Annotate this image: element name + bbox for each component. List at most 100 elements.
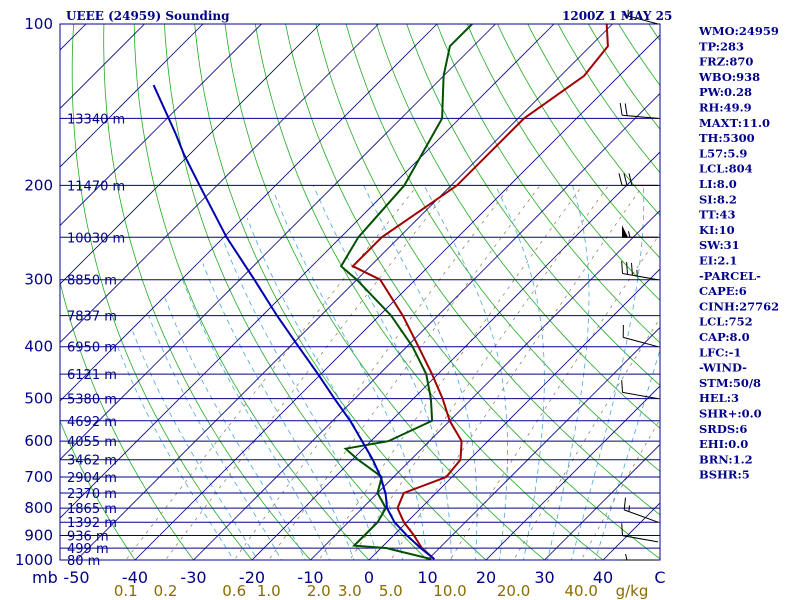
wind-barb [622, 324, 659, 348]
wind-barb-feather [621, 380, 623, 393]
pressure-label: 300 [24, 271, 53, 289]
plot-frame [59, 23, 661, 561]
index-line: LFC:-1 [699, 345, 741, 359]
wind-barb [623, 9, 659, 25]
pressure-label: 900 [24, 527, 53, 545]
mixing-ratio-line [125, 185, 418, 560]
dry-adiabat [436, 24, 660, 344]
height-label: 2370 m [67, 487, 117, 502]
mixing-ratio-tick: 0.2 [154, 582, 178, 600]
parcel-trace [152, 84, 435, 560]
temperature-tick: -10 [297, 568, 323, 587]
moist-adiabat [363, 185, 478, 560]
index-line: EI:2.1 [699, 254, 737, 268]
wind-barb-shaft [623, 336, 659, 348]
wind-barb [619, 102, 659, 119]
wind-barb-flag [622, 225, 628, 238]
index-line: TH:5300 [699, 131, 755, 145]
index-line: KI:10 [699, 223, 735, 237]
pressure-label: 800 [24, 499, 53, 517]
temperature-tick: -30 [180, 568, 206, 587]
height-label: 4055 m [67, 435, 117, 450]
height-label: 6950 m [67, 341, 117, 356]
isotherm [543, 443, 660, 560]
height-label: 499 m [67, 542, 109, 557]
pressure-unit-label: mb [32, 568, 58, 587]
dry-adiabat [376, 24, 660, 429]
index-line: RH:49.9 [699, 101, 752, 115]
wind-barbs [618, 9, 659, 561]
moist-adiabat [495, 185, 545, 560]
mixing-ratio-line [349, 185, 609, 560]
wind-barb-shaft [622, 114, 659, 119]
moist-adiabat [594, 348, 660, 560]
wind-barb-half-feather [625, 553, 628, 561]
dry-adiabat [254, 24, 604, 560]
wind-barb-feather [621, 523, 623, 536]
wind-barb-feather [628, 173, 633, 186]
isotherm [309, 209, 660, 560]
dry-adiabat [60, 280, 194, 560]
moist-adiabat [547, 185, 590, 560]
wind-barb-shaft [624, 509, 659, 523]
mixing-ratio-line [580, 418, 660, 560]
pressure-label: 600 [24, 432, 53, 450]
moist-adiabat [164, 298, 306, 560]
mixing-ratio-tick: 0.6 [222, 582, 246, 600]
height-label: 3462 m [67, 454, 117, 469]
height-label: 1392 m [67, 516, 117, 531]
height-label: 6121 m [67, 368, 117, 383]
temperature-tick: -50 [63, 568, 89, 587]
dry-adiabat [71, 24, 253, 560]
temperature-tick: 20 [476, 568, 496, 587]
wind-barb [623, 497, 659, 523]
temperature-tick: -20 [239, 568, 265, 587]
index-line: BRN:1.2 [699, 452, 753, 466]
height-label: 2904 m [67, 471, 117, 486]
index-line: SW:31 [699, 238, 740, 252]
wind-barb-shaft [622, 273, 659, 281]
index-line: SRDS:6 [699, 422, 747, 436]
wind-barb-shaft [622, 535, 659, 543]
dry-adiabat [224, 24, 546, 560]
temperature-tick: 10 [417, 568, 437, 587]
mixing-ratio-line [233, 185, 511, 560]
index-line: LI:8.0 [699, 177, 737, 191]
wind-barb [622, 553, 658, 561]
index-line: LCL:804 [699, 162, 753, 176]
dry-adiabat [285, 24, 660, 560]
moist-adiabat [423, 185, 509, 560]
mixing-ratio-tick: 3.0 [338, 582, 362, 600]
height-label: 1865 m [67, 502, 117, 517]
pressure-label: 100 [24, 15, 53, 33]
isobars [60, 23, 660, 561]
dry-adiabat [103, 24, 312, 560]
pressure-label: 400 [24, 338, 53, 356]
temperature-trace [351, 24, 609, 560]
index-line: -PARCEL- [699, 269, 761, 283]
height-label: 4692 m [67, 415, 117, 430]
isotherm [485, 385, 660, 560]
pressure-label: 700 [24, 468, 53, 486]
temperature-tick: C [654, 568, 665, 587]
isotherm [75, 24, 613, 560]
isotherm [134, 34, 660, 560]
isotherm [368, 268, 660, 560]
isotherm [60, 24, 555, 519]
isotherm [60, 24, 204, 168]
height-label: 8850 m [67, 274, 117, 289]
temperature-tick: 40 [593, 568, 613, 587]
mixing-ratio-line [390, 185, 644, 560]
isotherm [60, 24, 496, 461]
wind-barb [618, 173, 658, 186]
isotherm [251, 151, 660, 560]
isotherm [60, 24, 262, 227]
index-line: CINH:27762 [699, 299, 779, 313]
height-label: 13340 m [67, 112, 125, 127]
mixing-ratio-line [318, 185, 583, 560]
index-line: PW:0.28 [699, 85, 752, 99]
mixing-ratio-line [268, 185, 541, 560]
moist-adiabat [273, 190, 428, 560]
sounding-traces [152, 24, 609, 560]
